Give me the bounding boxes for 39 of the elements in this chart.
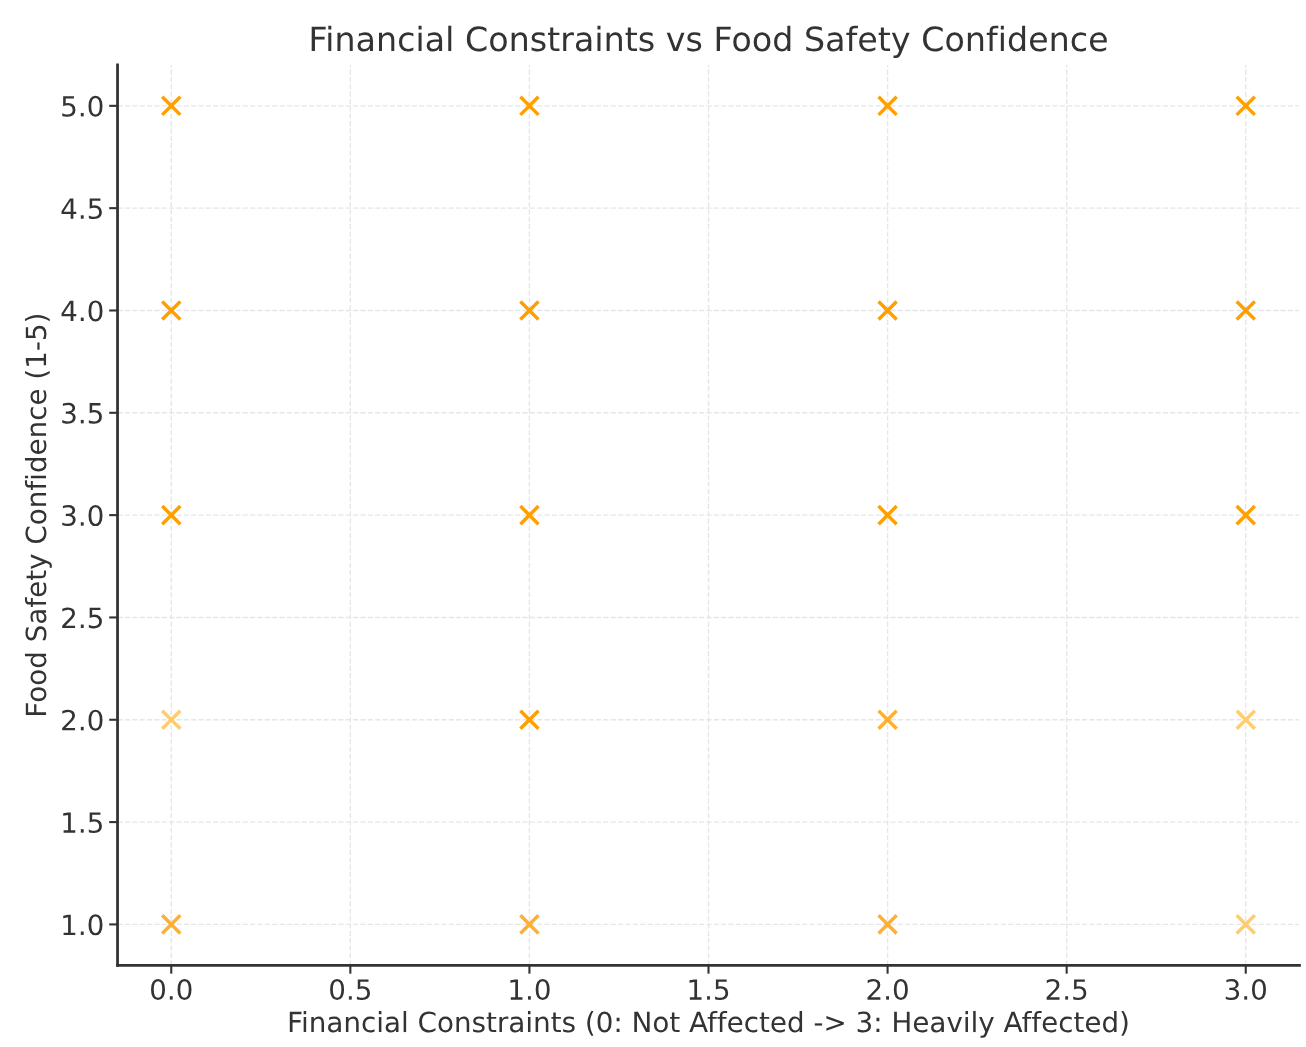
y-tick-label: 3.0 [62, 505, 103, 527]
point [518, 95, 541, 117]
point [518, 504, 541, 526]
x-tick-label: 0.5 [330, 979, 371, 1001]
x-tick-label: 2.0 [867, 979, 908, 1001]
point [876, 708, 899, 731]
point [160, 299, 183, 322]
point [160, 95, 183, 117]
point [1234, 504, 1257, 526]
x-tick-label: 1.0 [510, 979, 550, 1001]
point [876, 95, 899, 117]
y-tick-label: 2.5 [62, 607, 102, 629]
y-tick-label: 1.0 [63, 914, 103, 936]
point [160, 913, 183, 936]
x-tick-label: 0.0 [151, 979, 192, 1001]
point [518, 299, 541, 322]
y-tick-label: 5.0 [62, 95, 103, 117]
point [518, 708, 541, 731]
x-tick-label: 2.5 [1046, 979, 1087, 1001]
point [160, 708, 183, 731]
y-tick-label: 4.0 [61, 300, 103, 322]
point [1234, 913, 1257, 936]
y-tick-label: 4.5 [61, 198, 102, 220]
point [1234, 708, 1257, 731]
point [160, 504, 183, 526]
point [876, 913, 899, 936]
y-tick-label: 2.0 [62, 709, 103, 731]
chart-title: Financial Constraints vs Food Safety Confidence [311, 25, 1107, 58]
y-axis-title: Food Safety Confidence (1-5) [24, 314, 52, 715]
point [876, 504, 899, 526]
point [1234, 95, 1257, 117]
y-tick-label: 3.5 [62, 402, 102, 424]
y-tick-label: 1.5 [63, 812, 102, 834]
point [518, 913, 541, 936]
x-tick-label: 3.0 [1225, 979, 1266, 1001]
x-tick-label: 1.5 [689, 979, 729, 1001]
x-axis-title: Financial Constraints (0: Not Affected -> 3: Heavily Affected) [289, 1010, 1128, 1038]
point [1234, 299, 1257, 322]
point [876, 299, 899, 322]
